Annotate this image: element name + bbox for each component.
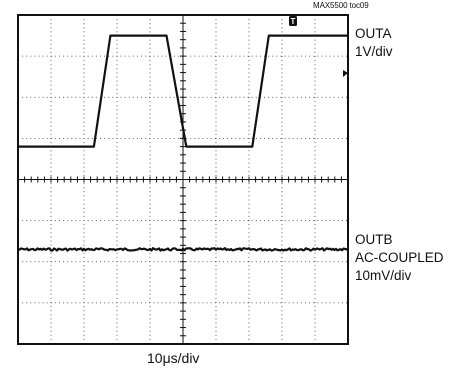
channel-b-coupling: AC-COUPLED xyxy=(355,250,444,265)
channel-b-scale: 10mV/div xyxy=(355,268,412,283)
trace-outa xyxy=(18,34,348,148)
trigger-marker: T xyxy=(289,16,297,26)
svg-text:T: T xyxy=(291,17,296,26)
level-marker xyxy=(343,70,348,77)
trace-outb xyxy=(17,247,349,252)
channel-b-label: OUTB xyxy=(355,232,393,247)
timebase-label: 10μs/div xyxy=(147,350,200,366)
channel-a-scale: 1V/div xyxy=(355,44,393,59)
center-axes xyxy=(17,14,349,345)
figure-caption: MAX5500 toc09 xyxy=(313,1,369,10)
plot-frame xyxy=(17,14,349,345)
channel-a-label: OUTA xyxy=(355,26,392,41)
